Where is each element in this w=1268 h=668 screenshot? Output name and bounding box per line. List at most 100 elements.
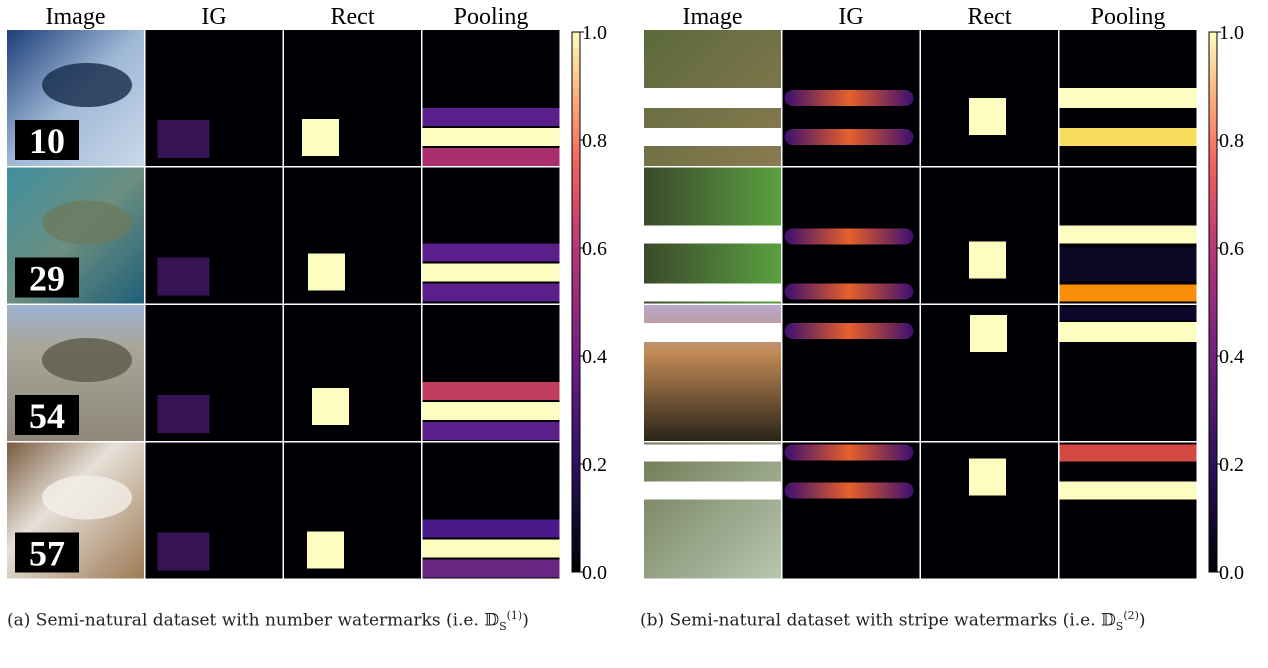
column-header: Pooling bbox=[1091, 4, 1166, 30]
caption-symbol: 𝔻 bbox=[1101, 610, 1116, 631]
column-header: IG bbox=[201, 4, 226, 30]
column-header: Image bbox=[46, 4, 106, 30]
rect-map bbox=[284, 167, 421, 304]
watermark-box bbox=[15, 120, 79, 160]
caption-symbol: 𝔻 bbox=[484, 610, 500, 631]
pooling-stripe bbox=[1059, 88, 1197, 108]
stripe-watermark bbox=[644, 481, 781, 500]
pooling-stripe bbox=[422, 382, 560, 400]
colorbar-tick-label: 0.4 bbox=[582, 346, 607, 368]
rect-square bbox=[308, 253, 345, 291]
colorbar-tick-label: 1.0 bbox=[582, 22, 607, 44]
pooling-map bbox=[1059, 442, 1197, 579]
rect-square bbox=[302, 119, 339, 156]
colorbar-tick-label: 0.0 bbox=[1219, 562, 1244, 584]
pooling-stripe bbox=[1059, 284, 1197, 302]
rect-map bbox=[284, 442, 421, 579]
ig-stripe bbox=[784, 444, 914, 461]
ig-blob bbox=[157, 120, 210, 158]
stripe-watermark bbox=[644, 283, 781, 302]
pooling-stripe bbox=[422, 519, 560, 538]
rect-square bbox=[970, 315, 1007, 352]
ig-stripe bbox=[784, 283, 914, 300]
watermark-box bbox=[15, 257, 79, 298]
ig-stripe bbox=[784, 228, 914, 245]
pooling-stripe bbox=[1059, 322, 1197, 342]
watermark-number: 54 bbox=[29, 396, 65, 436]
column-header: Pooling bbox=[454, 4, 529, 30]
pooling-stripe bbox=[422, 108, 560, 126]
watermark-box bbox=[15, 532, 79, 573]
rect-map bbox=[284, 305, 421, 441]
caption-text: (b) Semi-natural dataset with stripe wat… bbox=[640, 610, 1102, 631]
caption: (a) Semi-natural dataset with number wat… bbox=[7, 604, 622, 639]
watermark-number: 29 bbox=[29, 259, 65, 299]
pooling-stripe bbox=[422, 283, 560, 302]
rect-square bbox=[312, 388, 349, 425]
watermark-box bbox=[15, 395, 79, 435]
colorbar-tick-label: 0.6 bbox=[582, 238, 607, 260]
pooling-stripe bbox=[422, 148, 560, 166]
column-header: Image bbox=[683, 4, 743, 30]
watermark-number: 57 bbox=[29, 534, 65, 574]
colorbar-tick-label: 0.8 bbox=[582, 130, 607, 152]
pooling-stripe bbox=[422, 243, 560, 262]
image-subject bbox=[42, 475, 132, 520]
stripe-watermark bbox=[644, 323, 781, 342]
rect-square bbox=[307, 531, 344, 569]
pooling-stripe bbox=[1059, 128, 1197, 146]
pooling-map bbox=[422, 442, 560, 579]
image-subject bbox=[42, 200, 132, 245]
ig-blob bbox=[157, 257, 210, 296]
colorbar-tick-label: 0.8 bbox=[1219, 130, 1244, 152]
colorbar-tick-label: 0.2 bbox=[1219, 454, 1244, 476]
caption-text: ) bbox=[522, 610, 529, 631]
rect-square bbox=[969, 98, 1006, 135]
colorbar bbox=[571, 31, 581, 573]
figure-grids: Image IG Rect Pooling 10 29 54 57 0.0 0.2 0.4 0.6 0.… bbox=[7, 4, 1244, 584]
pooling-stripe bbox=[1059, 225, 1197, 244]
colorbar bbox=[1208, 31, 1218, 573]
colorbar-tick-label: 0.2 bbox=[582, 454, 607, 476]
pooling-map bbox=[422, 167, 560, 304]
pooling-stripe bbox=[1059, 247, 1197, 282]
column-header: Rect bbox=[331, 4, 375, 30]
ig-stripe bbox=[784, 323, 914, 339]
image-subject bbox=[42, 338, 132, 382]
stripe-watermark bbox=[644, 128, 781, 146]
caption-sup: (2) bbox=[1123, 609, 1139, 622]
caption-sub: S bbox=[1115, 620, 1124, 634]
ig-blob bbox=[157, 395, 210, 433]
column-header: Rect bbox=[968, 4, 1012, 30]
colorbar-tick-label: 0.4 bbox=[1219, 346, 1244, 368]
ig-map bbox=[782, 442, 920, 579]
pooling-stripe bbox=[422, 422, 560, 440]
column-header: IG bbox=[838, 4, 863, 30]
pooling-stripe bbox=[422, 263, 560, 282]
input-image bbox=[644, 442, 781, 579]
caption-sup: (1) bbox=[506, 609, 523, 622]
pooling-stripe bbox=[1059, 444, 1197, 462]
pooling-stripe bbox=[1059, 307, 1197, 320]
pooling-stripe bbox=[422, 559, 560, 578]
rect-square bbox=[969, 241, 1006, 279]
rect-square bbox=[969, 458, 1006, 496]
pooling-stripe bbox=[1059, 481, 1197, 500]
pooling-map bbox=[422, 305, 560, 441]
watermark-number: 10 bbox=[29, 121, 65, 161]
ig-blob bbox=[157, 532, 210, 571]
colorbar-tick-label: 0.6 bbox=[1219, 238, 1244, 260]
ig-stripe bbox=[784, 482, 914, 499]
caption-text: ) bbox=[1138, 610, 1146, 631]
rect-map bbox=[921, 167, 1058, 304]
ig-stripe bbox=[784, 129, 914, 145]
stripe-watermark bbox=[644, 225, 781, 244]
colorbar-tick-label: 0.0 bbox=[582, 562, 607, 584]
caption-sub: S bbox=[499, 620, 507, 634]
image-subject bbox=[42, 63, 132, 107]
pooling-stripe bbox=[422, 539, 560, 558]
colorbar-tick-label: 1.0 bbox=[1219, 22, 1244, 44]
pooling-stripe bbox=[422, 402, 560, 420]
caption-text: (a) Semi-natural dataset with number wat… bbox=[7, 610, 485, 631]
